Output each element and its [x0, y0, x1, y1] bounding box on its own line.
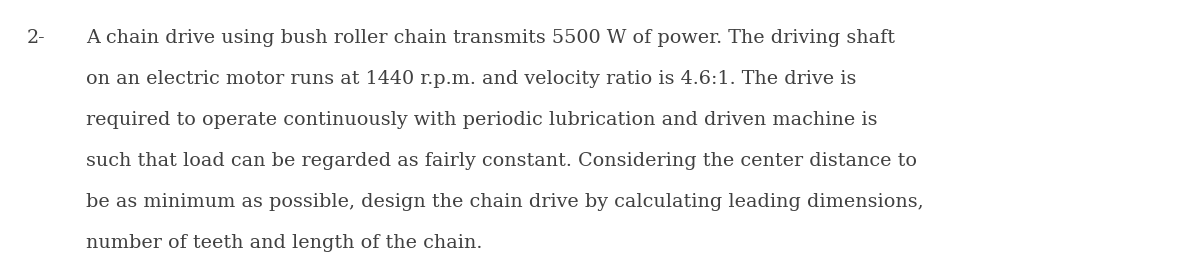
Text: A chain drive using bush roller chain transmits 5500 W of power. The driving sha: A chain drive using bush roller chain tr…: [86, 29, 895, 47]
Text: 2-: 2-: [26, 29, 46, 47]
Text: be as minimum as possible, design the chain drive by calculating leading dimensi: be as minimum as possible, design the ch…: [86, 193, 924, 211]
Text: on an electric motor runs at 1440 r.p.m. and velocity ratio is 4.6:1. The drive : on an electric motor runs at 1440 r.p.m.…: [86, 70, 857, 88]
Text: number of teeth and length of the chain.: number of teeth and length of the chain.: [86, 234, 482, 252]
Text: such that load can be regarded as fairly constant. Considering the center distan: such that load can be regarded as fairly…: [86, 152, 918, 170]
Text: required to operate continuously with periodic lubrication and driven machine is: required to operate continuously with pe…: [86, 111, 878, 129]
